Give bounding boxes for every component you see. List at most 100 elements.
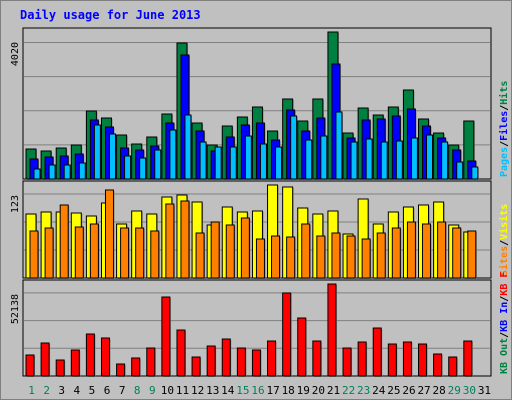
bar-sites	[195, 232, 205, 279]
day-label: 6	[104, 384, 111, 397]
bar-kb-f	[236, 347, 246, 377]
bar-sites	[422, 223, 432, 279]
bar-pages	[395, 140, 403, 180]
legend: Pages/Files/Hits	[498, 81, 510, 177]
legend-entry: KB Out	[499, 338, 510, 374]
day-label: 14	[221, 384, 235, 397]
y-max-label: 4020	[10, 42, 21, 66]
day-label: 30	[463, 384, 476, 397]
legend: Sites/Visits	[498, 204, 510, 276]
bar-pages	[259, 143, 267, 180]
bar-kb-f	[372, 327, 382, 377]
bar-sites	[120, 227, 130, 279]
bar-kb-f	[131, 357, 141, 377]
bar-kb-f	[191, 356, 201, 377]
bar-sites	[255, 238, 265, 279]
day-label: 26	[402, 384, 415, 397]
bar-sites	[301, 223, 311, 279]
bar-pages	[154, 149, 162, 180]
day-label: 24	[372, 384, 386, 397]
legend: KB Out/KB In/KB F	[499, 272, 510, 374]
legend-entry: /	[499, 240, 510, 246]
bar-kb-f	[448, 356, 458, 377]
bar-pages	[108, 133, 116, 180]
bar-kb-f	[297, 317, 307, 377]
legend-entry: Sites	[498, 246, 510, 276]
legend-entry: Hits	[498, 81, 510, 105]
bar-sites	[210, 221, 220, 279]
day-label: 2	[43, 384, 50, 397]
day-label: 11	[176, 384, 189, 397]
bar-kb-f	[161, 296, 171, 377]
day-label: 17	[266, 384, 279, 397]
bar-kb-f	[312, 340, 322, 377]
bar-pages	[139, 157, 147, 180]
bar-kb-f	[342, 347, 352, 377]
bar-sites	[406, 221, 416, 279]
bar-pages	[63, 164, 71, 180]
legend-entry: Pages	[499, 147, 510, 177]
bar-sites	[44, 227, 54, 279]
bar-pages	[214, 146, 222, 180]
day-label: 20	[312, 384, 325, 397]
bar-kb-f	[387, 343, 397, 377]
bar-pages	[471, 166, 479, 180]
bar-pages	[124, 155, 132, 180]
legend-entry: /	[499, 105, 510, 111]
day-label: 31	[478, 384, 491, 397]
bar-pages	[93, 124, 101, 180]
bar-kb-f	[40, 342, 50, 377]
bar-sites	[29, 230, 39, 279]
legend-entry: /	[499, 296, 510, 302]
bar-sites	[452, 227, 462, 279]
bar-sites	[150, 230, 160, 279]
bar-kb-f	[327, 283, 337, 377]
bar-kb-f	[402, 341, 412, 377]
bar-kb-f	[146, 347, 156, 377]
bar-kb-f	[221, 338, 231, 377]
day-label: 4	[74, 384, 81, 397]
legend-entry: KB F	[499, 272, 510, 296]
bar-sites	[89, 223, 99, 279]
day-label: 27	[417, 384, 430, 397]
day-label: 3	[58, 384, 65, 397]
bar-kb-f	[282, 292, 292, 377]
bar-pages	[335, 111, 343, 180]
bar-pages	[275, 146, 283, 180]
bar-pages	[78, 162, 86, 180]
bar-pages	[305, 139, 313, 180]
bar-sites	[135, 227, 145, 279]
bar-kb-f	[357, 341, 367, 377]
day-label: 7	[119, 384, 126, 397]
day-label: 5	[89, 384, 96, 397]
bar-sites	[391, 227, 401, 279]
bar-sites	[104, 189, 114, 279]
bar-pages	[184, 114, 192, 180]
bar-kb-f	[267, 340, 277, 377]
legend-entry: Visits	[498, 204, 510, 240]
bar-sites	[316, 235, 326, 279]
y-max-label: 123	[10, 195, 21, 213]
bar-sites	[361, 238, 371, 279]
bar-pages	[33, 168, 41, 180]
day-label: 23	[357, 384, 370, 397]
day-label: 21	[327, 384, 340, 397]
bar-sites	[346, 235, 356, 279]
day-label: 28	[433, 384, 446, 397]
bar-sites	[240, 217, 250, 279]
bar-kb-f	[176, 329, 186, 377]
day-label: 13	[206, 384, 219, 397]
day-label: 8	[134, 384, 141, 397]
day-label: 9	[149, 384, 156, 397]
bar-pages	[229, 146, 237, 180]
bar-kb-f	[116, 363, 126, 377]
day-label: 1	[28, 384, 35, 397]
bar-kb-f	[463, 340, 473, 377]
bar-sites	[331, 232, 341, 279]
bar-pages	[380, 141, 388, 180]
bar-pages	[410, 137, 418, 180]
bar-kb-f	[433, 353, 443, 377]
bar-kb-f	[85, 333, 95, 377]
day-label: 12	[191, 384, 204, 397]
